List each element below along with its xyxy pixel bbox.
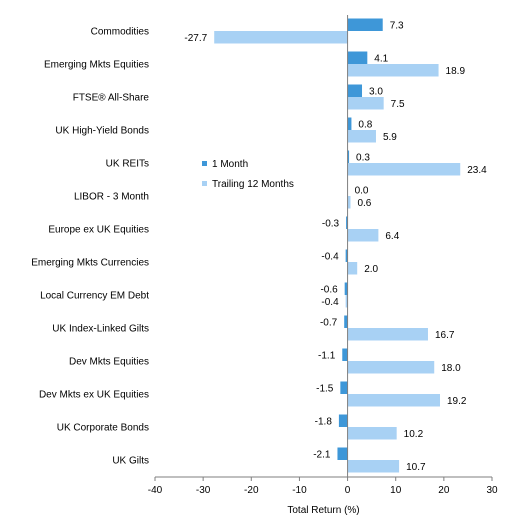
bar-trailing-12-months [345, 295, 348, 308]
value-label-1-month: 3.0 [369, 87, 383, 98]
category-labels: Commodities Emerging Mkts Equities FTSE® A… [31, 27, 149, 467]
axes [155, 15, 492, 478]
legend-label: Trailing 12 Months [212, 179, 294, 190]
bar-1-month [344, 282, 348, 295]
bar-trailing-12-months [347, 196, 351, 209]
x-tick-label: 30 [486, 485, 498, 496]
value-label-trailing-12-months: 19.2 [447, 396, 467, 407]
x-tick-label: -40 [148, 485, 163, 496]
legend-label: 1 Month [212, 159, 248, 170]
x-tick-label: 20 [438, 485, 450, 496]
value-label-trailing-12-months: 16.7 [435, 330, 455, 341]
bar-1-month [347, 18, 383, 31]
bar-trailing-12-months [347, 262, 358, 275]
value-label-1-month: -1.8 [315, 417, 333, 428]
value-label-trailing-12-months: 2.0 [364, 264, 378, 275]
value-labels: 7.3 -27.7 4.1 18.9 3.0 7.5 0.8 5.9 0.3 23.4 0.00.6… [184, 21, 487, 474]
value-label-trailing-12-months: 10.7 [406, 462, 426, 473]
category-label: Emerging Mkts Currencies [31, 258, 149, 269]
category-label: LIBOR - 3 Month [74, 192, 149, 203]
category-label: UK High-Yield Bonds [55, 126, 149, 137]
value-label-trailing-12-months: 6.4 [385, 231, 399, 242]
value-label-1-month: -0.4 [321, 252, 339, 263]
value-label-1-month: 7.3 [390, 21, 404, 32]
value-label-1-month: 0.8 [358, 120, 372, 131]
bar-trailing-12-months [347, 427, 397, 440]
bar-trailing-12-months [347, 328, 428, 341]
value-label-1-month: -0.7 [320, 318, 338, 329]
x-tick-label: -10 [292, 485, 307, 496]
bar-trailing-12-months [347, 130, 376, 143]
legend: 1 Month Trailing 12 Months [202, 159, 294, 190]
legend-swatch [202, 161, 207, 166]
bar-1-month [337, 447, 348, 460]
category-label: Emerging Mkts Equities [44, 60, 149, 71]
bar-1-month [347, 51, 368, 64]
category-label: Local Currency EM Debt [40, 291, 149, 302]
bar-1-month [347, 84, 363, 97]
value-label-1-month: 0.3 [356, 153, 370, 164]
category-label: Dev Mkts ex UK Equities [39, 390, 149, 401]
bar-trailing-12-months [214, 31, 348, 44]
bar-trailing-12-months [347, 361, 435, 374]
value-label-1-month: -1.5 [316, 384, 334, 395]
bar-1-month [342, 348, 348, 361]
bars [214, 18, 461, 473]
bar-1-month [345, 249, 348, 262]
bar-trailing-12-months [347, 229, 379, 242]
bar-trailing-12-months [347, 460, 400, 473]
bar-trailing-12-months [347, 163, 461, 176]
value-label-1-month: -1.1 [318, 351, 336, 362]
category-label: Dev Mkts Equities [69, 357, 149, 368]
bar-trailing-12-months [347, 64, 439, 77]
x-axis-title: Total Return (%) [287, 505, 359, 516]
x-ticks: -40 -30 -20 -10 0 10 20 30 [148, 477, 498, 496]
value-label-trailing-12-months: 5.9 [383, 132, 397, 143]
value-label-trailing-12-months: 0.6 [357, 198, 371, 209]
bar-1-month [347, 117, 352, 130]
x-tick-label: 0 [345, 485, 351, 496]
category-label: UK Index-Linked Gilts [52, 324, 149, 335]
value-label-trailing-12-months: -0.4 [321, 297, 339, 308]
bar-1-month [340, 381, 348, 394]
value-label-1-month: -2.1 [313, 450, 331, 461]
x-tick-label: 10 [390, 485, 402, 496]
category-label: UK Corporate Bonds [57, 423, 149, 434]
bar-1-month [346, 216, 348, 229]
x-tick-label: -30 [196, 485, 211, 496]
bar-1-month [344, 315, 348, 328]
legend-swatch [202, 181, 207, 186]
value-label-1-month: 0.0 [355, 186, 369, 197]
bar-trailing-12-months [347, 394, 441, 407]
value-label-trailing-12-months: 18.9 [446, 66, 466, 77]
value-label-1-month: 4.1 [374, 54, 388, 65]
category-label: Commodities [91, 27, 149, 38]
value-label-1-month: -0.3 [322, 219, 340, 230]
value-label-trailing-12-months: 23.4 [467, 165, 487, 176]
value-label-trailing-12-months: -27.7 [184, 33, 207, 44]
value-label-1-month: -0.6 [320, 285, 338, 296]
bar-trailing-12-months [347, 97, 384, 110]
category-label: UK Gilts [112, 456, 149, 467]
value-label-trailing-12-months: 18.0 [441, 363, 461, 374]
value-label-trailing-12-months: 10.2 [404, 429, 424, 440]
x-tick-label: -20 [244, 485, 259, 496]
bar-1-month [338, 414, 348, 427]
bar-1-month [347, 150, 350, 163]
category-label: UK REITs [106, 159, 149, 170]
category-label: Europe ex UK Equities [48, 225, 149, 236]
category-label: FTSE® All-Share [73, 93, 150, 104]
value-label-trailing-12-months: 7.5 [391, 99, 405, 110]
